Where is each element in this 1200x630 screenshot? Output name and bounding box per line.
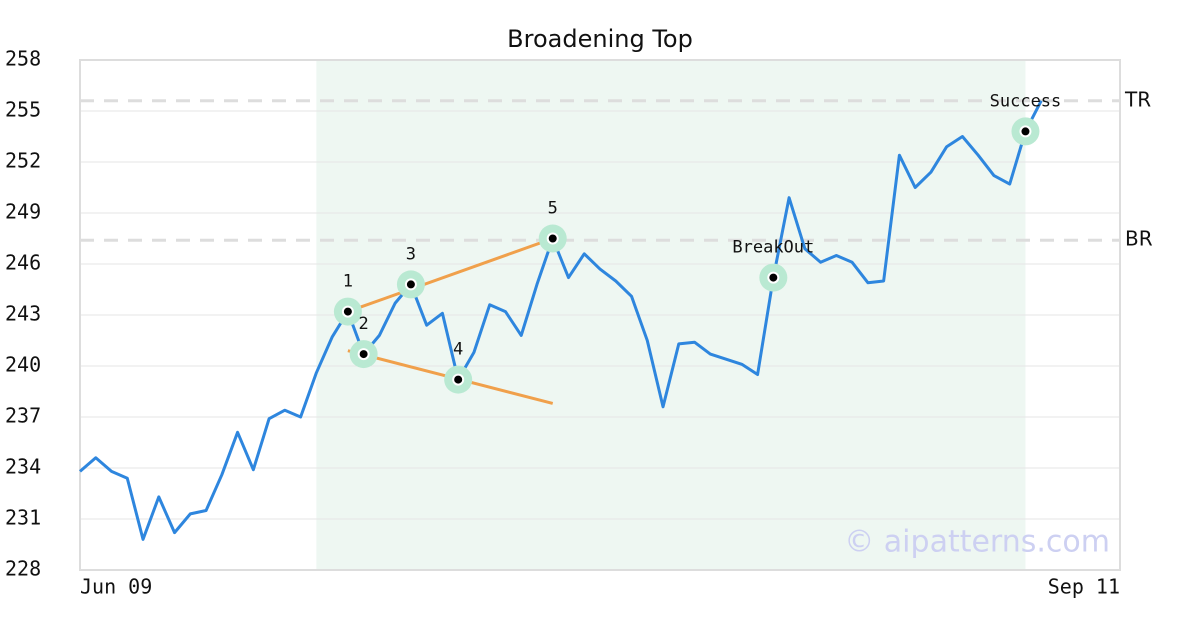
y-tick-label: 228 — [5, 557, 41, 581]
y-tick-label: 258 — [5, 47, 41, 71]
y-tick-label: 237 — [5, 404, 41, 428]
point-label: 5 — [548, 199, 558, 219]
plot-frame — [79, 59, 1121, 571]
y-tick-label: 231 — [5, 506, 41, 530]
y-tick-label: 252 — [5, 149, 41, 173]
y-tick-label: 249 — [5, 200, 41, 224]
point-label: 2 — [359, 314, 369, 334]
point-marker — [452, 373, 465, 386]
point-marker — [341, 305, 354, 318]
point-marker — [546, 232, 559, 245]
y-tick-label: 234 — [5, 455, 41, 479]
point-label: BreakOut — [732, 238, 814, 258]
point-label: Success — [990, 91, 1062, 111]
point-label: 3 — [406, 244, 416, 264]
y-tick-label: 243 — [5, 302, 41, 326]
y-tick-label: 255 — [5, 98, 41, 122]
chart-title: Broadening Top — [507, 25, 693, 53]
x-tick-label: Sep 11 — [1048, 575, 1120, 599]
point-marker — [1019, 125, 1032, 138]
watermark: © aipatterns.com — [844, 525, 1110, 560]
point-marker — [357, 348, 370, 361]
x-tick-label: Jun 09 — [80, 575, 152, 599]
y-tick-label: 240 — [5, 353, 41, 377]
point-marker — [404, 278, 417, 291]
point-marker — [767, 271, 780, 284]
level-label: BR — [1125, 227, 1153, 251]
trend-line — [347, 237, 554, 314]
y-tick-label: 246 — [5, 251, 41, 275]
point-label: 4 — [453, 340, 463, 360]
level-label: TR — [1124, 87, 1151, 111]
price-line — [79, 100, 1043, 541]
point-label: 1 — [343, 272, 353, 292]
